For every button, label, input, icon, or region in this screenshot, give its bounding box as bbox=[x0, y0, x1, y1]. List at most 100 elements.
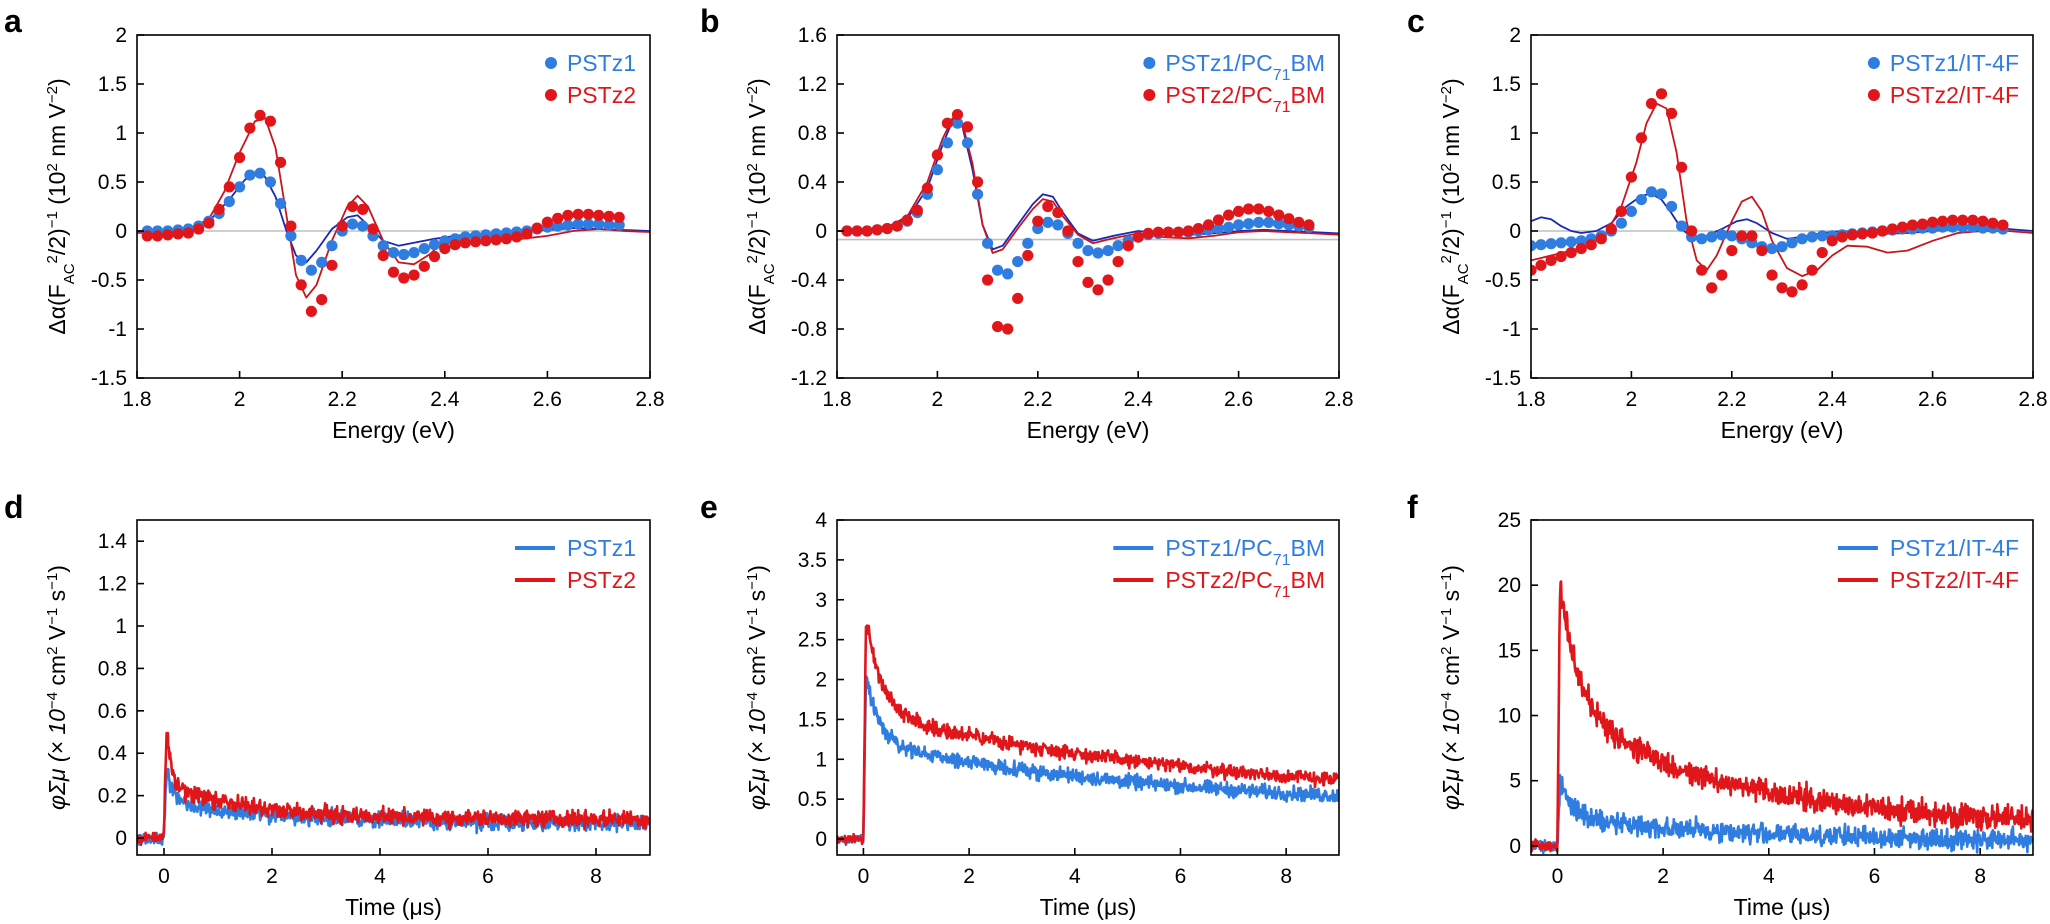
data-point bbox=[234, 181, 246, 193]
x-tick-label: 2.2 bbox=[1717, 388, 1746, 411]
legend-label: PSTz2/PC71BM bbox=[1165, 567, 1325, 601]
data-point bbox=[1635, 194, 1647, 206]
y-tick-label: -0.5 bbox=[1485, 269, 1521, 292]
data-point bbox=[1615, 217, 1627, 229]
x-tick-label: 2 bbox=[234, 388, 246, 411]
y-tick-label: 1.5 bbox=[798, 708, 827, 731]
data-point bbox=[1192, 223, 1204, 235]
x-tick-label: 8 bbox=[1280, 865, 1292, 888]
series-line bbox=[837, 675, 1339, 847]
data-point bbox=[1997, 219, 2009, 231]
y-tick-label: 3 bbox=[815, 589, 827, 612]
data-point bbox=[1826, 235, 1838, 247]
data-point bbox=[1605, 223, 1617, 235]
y-tick-label: 2 bbox=[1509, 24, 1521, 47]
data-point bbox=[1806, 264, 1818, 276]
data-point bbox=[593, 218, 605, 230]
plot-area bbox=[837, 109, 1339, 335]
data-point bbox=[1937, 215, 1949, 227]
x-tick-label: 2 bbox=[963, 865, 975, 888]
x-tick-label: 0 bbox=[158, 865, 170, 888]
data-point bbox=[357, 220, 369, 232]
data-point bbox=[480, 235, 492, 247]
data-point bbox=[510, 231, 523, 243]
x-tick-label: 2.6 bbox=[1918, 388, 1947, 411]
data-point bbox=[1112, 256, 1124, 268]
data-point bbox=[1253, 203, 1265, 215]
x-tick-label: 6 bbox=[1175, 865, 1187, 888]
data-point bbox=[1776, 241, 1788, 253]
fit-line bbox=[1531, 102, 2033, 277]
y-tick-label: 0.4 bbox=[98, 742, 128, 765]
data-point bbox=[1102, 245, 1114, 257]
x-axis-label: Energy (eV) bbox=[1027, 417, 1150, 443]
chart-panel-d: d 0 2 4 6 8 0 0.2 0.4 0.6 0.8 1 1.2 1.4 Time (μs) φΣμ (… bbox=[4, 489, 651, 920]
y-tick-label: 0 bbox=[815, 220, 827, 243]
axes-frame bbox=[836, 519, 1340, 856]
data-point bbox=[1172, 226, 1184, 238]
data-point bbox=[1666, 107, 1678, 119]
data-point bbox=[1062, 225, 1074, 237]
data-point bbox=[1906, 219, 1919, 231]
data-point bbox=[1092, 247, 1104, 259]
legend-label: PSTz2/IT-4F bbox=[1890, 82, 2019, 108]
data-point bbox=[582, 208, 595, 220]
data-point bbox=[1263, 216, 1275, 228]
data-point bbox=[891, 220, 903, 232]
y-tick-label: 1.5 bbox=[1492, 73, 1521, 96]
data-point bbox=[377, 240, 389, 252]
data-point bbox=[911, 204, 923, 216]
series-line bbox=[1531, 773, 2033, 855]
data-point bbox=[1856, 228, 1868, 240]
plot-area bbox=[837, 624, 1339, 847]
data-point bbox=[1142, 227, 1154, 239]
data-point bbox=[1223, 209, 1235, 221]
data-point bbox=[387, 247, 400, 259]
data-point bbox=[1776, 282, 1788, 294]
legend-label: PSTz1 bbox=[567, 50, 636, 76]
y-tick-label: -1.5 bbox=[91, 367, 127, 390]
y-tick-label: -1 bbox=[1502, 318, 1521, 341]
y-tick-label: 1 bbox=[115, 122, 127, 145]
data-point bbox=[1112, 240, 1124, 252]
x-axis-label: Time (μs) bbox=[1734, 894, 1831, 920]
data-point bbox=[881, 223, 893, 235]
x-tick-label: 8 bbox=[1974, 865, 1986, 888]
legend-label: PSTz1/PC71BM bbox=[1165, 50, 1325, 84]
data-point bbox=[1676, 161, 1688, 173]
data-point bbox=[982, 274, 994, 286]
data-point bbox=[1082, 245, 1094, 257]
axes-frame bbox=[136, 34, 651, 379]
data-point bbox=[531, 222, 543, 234]
data-point bbox=[1555, 250, 1567, 263]
y-tick-label: 1 bbox=[115, 615, 127, 638]
data-point bbox=[972, 176, 984, 188]
y-tick-label: 2 bbox=[115, 24, 127, 47]
data-point bbox=[398, 248, 410, 261]
data-point bbox=[1545, 254, 1557, 266]
data-point bbox=[1696, 264, 1708, 276]
legend-marker bbox=[1143, 89, 1156, 101]
fit-line bbox=[837, 119, 1339, 251]
data-point bbox=[1263, 205, 1275, 217]
data-point bbox=[151, 230, 164, 242]
data-point bbox=[1072, 256, 1084, 268]
data-point bbox=[172, 228, 184, 240]
data-point bbox=[1917, 218, 1929, 230]
data-point bbox=[851, 225, 863, 237]
x-tick-label: 4 bbox=[1763, 865, 1775, 888]
data-point bbox=[182, 227, 194, 239]
plot-area bbox=[1531, 88, 2033, 298]
data-point bbox=[1786, 237, 1798, 249]
data-point bbox=[921, 182, 934, 194]
data-point bbox=[1786, 286, 1798, 298]
data-point bbox=[1706, 231, 1718, 243]
axes-frame bbox=[836, 34, 1340, 379]
data-point bbox=[982, 237, 994, 249]
data-point bbox=[387, 266, 400, 278]
data-point bbox=[1987, 217, 1999, 229]
data-point bbox=[1535, 239, 1547, 251]
plot-area bbox=[137, 731, 650, 847]
data-point bbox=[1042, 200, 1054, 213]
